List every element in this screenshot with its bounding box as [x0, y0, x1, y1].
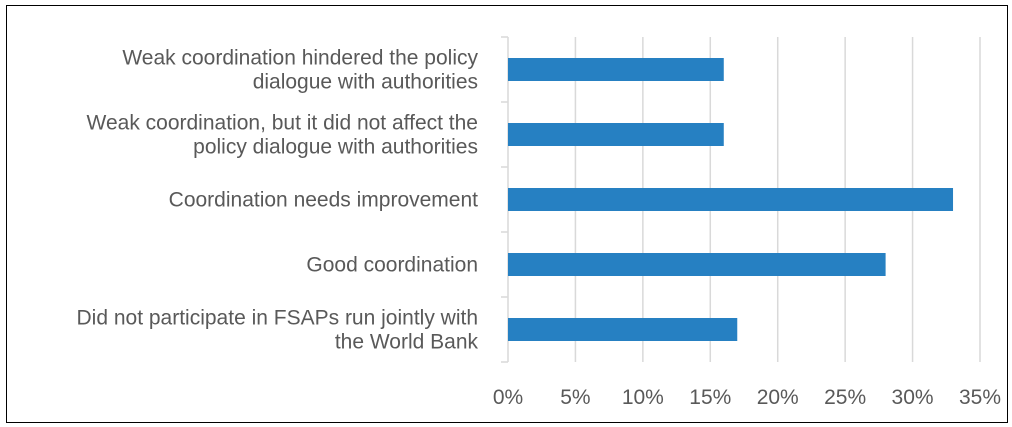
category-label: Did not participate in FSAPs run jointly…	[76, 307, 478, 354]
category-labels: Weak coordination hindered the policy dia…	[76, 47, 478, 354]
bar	[508, 253, 886, 276]
x-tick-label: 30%	[892, 386, 934, 409]
category-label: Good coordination	[306, 254, 478, 277]
chart-frame	[6, 5, 1008, 423]
bar	[508, 123, 724, 146]
x-tick-label: 0%	[493, 386, 523, 409]
x-tick-labels: 0% 5% 10% 15% 20% 25% 30% 35%	[493, 386, 1001, 409]
x-tick-label: 10%	[622, 386, 664, 409]
bars	[508, 58, 954, 341]
category-label: Weak coordination, but it did not affect…	[87, 112, 478, 159]
category-label: Weak coordination hindered the policy dia…	[122, 47, 478, 94]
x-tick-label: 5%	[560, 386, 590, 409]
bar	[508, 318, 738, 341]
x-tick-label: 35%	[959, 386, 1001, 409]
x-tick-label: 15%	[689, 386, 731, 409]
bar	[508, 58, 724, 81]
category-label: Coordination needs improvement	[169, 189, 479, 212]
x-tick-label: 25%	[824, 386, 866, 409]
bar	[508, 188, 954, 211]
x-tick-label: 20%	[757, 386, 799, 409]
